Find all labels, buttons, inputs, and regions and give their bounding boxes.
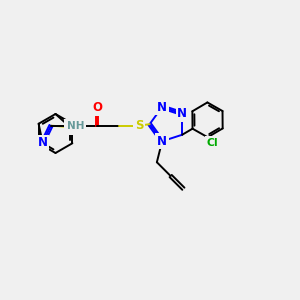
Text: NH: NH xyxy=(67,121,84,130)
Text: S: S xyxy=(66,121,74,134)
Text: N: N xyxy=(157,135,167,148)
Text: N: N xyxy=(177,107,187,120)
Text: O: O xyxy=(92,101,102,114)
Text: Cl: Cl xyxy=(206,138,218,148)
Text: S: S xyxy=(135,119,143,132)
Text: N: N xyxy=(157,100,167,113)
Text: N: N xyxy=(38,136,48,149)
